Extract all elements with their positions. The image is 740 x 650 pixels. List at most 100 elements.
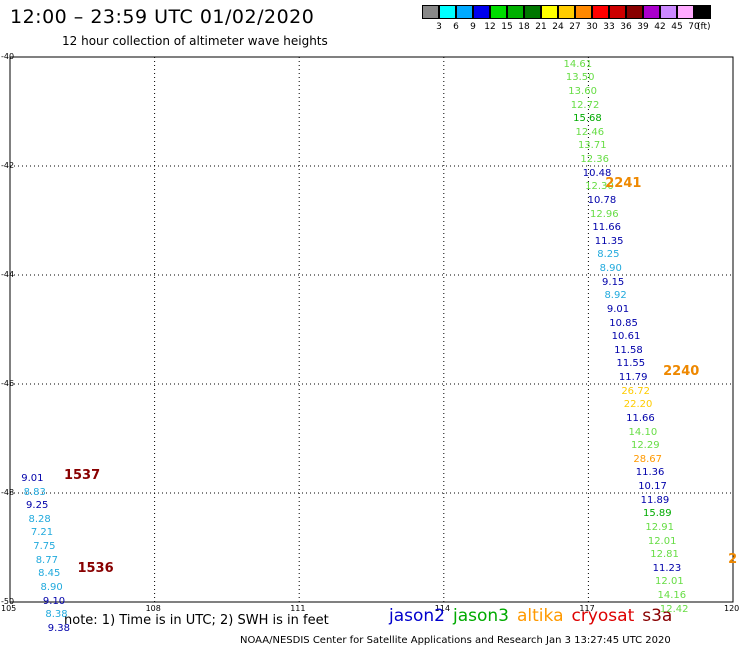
- wave-height-value: 8.83: [23, 486, 46, 498]
- wave-height-value: 8.77: [35, 554, 58, 566]
- legend-label: 15: [501, 22, 513, 32]
- wave-height-value: 8.45: [38, 568, 61, 580]
- wave-height-value: 15.68: [573, 113, 602, 125]
- wave-height-value: 8.25: [597, 249, 620, 261]
- legend-swatch: [558, 5, 575, 19]
- wave-height-value: 11.23: [652, 562, 682, 574]
- lon-label: 105: [1, 604, 17, 613]
- wave-height-value: 12.36: [580, 154, 609, 166]
- legend-label: 18: [518, 22, 530, 32]
- legend-label: 30: [586, 22, 598, 32]
- wave-height-value: 12.81: [650, 549, 679, 561]
- wave-height-value: 9.25: [26, 500, 49, 512]
- wave-height-value: 11.66: [592, 222, 622, 234]
- lat-label: -40: [1, 52, 15, 61]
- wave-height-value: 12.01: [647, 535, 677, 547]
- wave-height-value: 12.46: [575, 126, 605, 138]
- legend-swatch: [490, 5, 507, 19]
- wave-height-value: 12.42: [659, 603, 689, 615]
- wave-height-value: 11.79: [618, 372, 648, 384]
- legend-label: 12: [484, 22, 496, 32]
- legend-label: 21: [535, 22, 547, 32]
- track-number: 1536: [77, 560, 114, 576]
- legend-swatch: [643, 5, 660, 19]
- wave-height-value: 28.67: [633, 453, 662, 465]
- legend-swatch: [677, 5, 694, 19]
- track-number: 2241: [605, 176, 642, 192]
- wave-height-value: 9.01: [606, 303, 630, 315]
- lat-label: -48: [1, 488, 15, 497]
- lon-label: 114: [434, 604, 451, 613]
- lat-label: -46: [1, 379, 15, 388]
- wave-height-value: 8.28: [28, 513, 51, 525]
- wave-height-value: 12.01: [655, 576, 684, 588]
- legend-label: 45: [671, 22, 683, 32]
- legend-label: 24: [552, 22, 564, 32]
- wave-height-value: 9.38: [47, 622, 70, 634]
- wave-height-value: 10.85: [609, 317, 638, 329]
- legend-label: 9: [470, 22, 476, 32]
- legend-label: 70: [688, 22, 700, 32]
- track-number: 1537: [63, 467, 101, 483]
- wave-height-value: 9.10: [42, 595, 66, 607]
- legend-swatch: [694, 5, 711, 19]
- wave-height-value: 10.61: [611, 331, 641, 343]
- legend-swatch: [609, 5, 626, 19]
- footer-credit: NOAA/NESDIS Center for Satellite Applica…: [240, 635, 671, 646]
- wave-height-value: 26.72: [621, 385, 650, 397]
- wave-height-value: 11.36: [635, 467, 665, 479]
- legend-label: 3: [436, 22, 442, 32]
- track-number: 2240: [663, 364, 700, 380]
- wave-height-value: 13.71: [577, 140, 607, 152]
- legend-label: 39: [637, 22, 649, 32]
- legend-swatch: [507, 5, 524, 19]
- lon-label: 120: [724, 604, 740, 613]
- satellite-name: jason2: [389, 606, 445, 626]
- satellite-name: s3a: [642, 606, 673, 626]
- map-frame: [9, 56, 734, 603]
- legend-swatch: [592, 5, 609, 19]
- wave-height-value: 8.90: [599, 263, 622, 275]
- wave-height-value: 11.55: [616, 358, 646, 370]
- lat-label: -50: [1, 597, 15, 606]
- legend-label: 33: [603, 22, 615, 32]
- wave-height-value: 15.89: [643, 508, 672, 520]
- wave-height-value: 12.30: [585, 181, 614, 193]
- wave-height-value: 11.35: [594, 235, 624, 247]
- wave-height-value: 10.78: [587, 194, 617, 206]
- wave-height-value: 12.72: [570, 99, 600, 111]
- track-number: 2: [728, 552, 738, 568]
- wave-height-value: 13.60: [568, 85, 597, 97]
- legend-swatch: [524, 5, 541, 19]
- legend-swatch: [439, 5, 456, 19]
- wave-height-value: 10.48: [582, 167, 612, 179]
- legend-label: 27: [569, 22, 581, 32]
- wave-height-value: 22.20: [623, 399, 653, 411]
- wave-height-value: 12.96: [589, 208, 619, 220]
- satellite-legend: jason2 jason3 altika cryosat s3a: [389, 606, 680, 626]
- wave-height-value: 11.66: [626, 412, 655, 424]
- wave-height-value: 13.50: [565, 72, 595, 84]
- wave-height-value: 7.75: [33, 541, 56, 553]
- note-text: note: 1) Time is in UTC; 2) SWH is in fe…: [64, 613, 329, 628]
- grid-layer: [10, 57, 733, 602]
- wave-height-value: 12.29: [630, 440, 660, 452]
- page-subtitle: 12 hour collection of altimeter wave hei…: [62, 34, 328, 48]
- legend-label: 42: [654, 22, 666, 32]
- wave-height-value: 8.90: [40, 581, 63, 593]
- lat-label: -42: [1, 161, 15, 170]
- legend-swatch: [626, 5, 643, 19]
- legend-swatch: [660, 5, 677, 19]
- legend-label: 36: [620, 22, 632, 32]
- wave-height-value: 8.38: [45, 609, 68, 621]
- wave-height-value: 10.17: [638, 481, 667, 493]
- wave-height-value: 14.10: [628, 426, 658, 438]
- satellite-name: altika: [517, 606, 564, 626]
- wave-height-value: 7.21: [30, 527, 54, 539]
- wave-height-value: 9.15: [602, 276, 625, 288]
- wave-height-value: 9.01: [21, 472, 44, 484]
- legend-swatch: [575, 5, 592, 19]
- legend-label: 6: [453, 22, 459, 32]
- legend-swatch: [473, 5, 490, 19]
